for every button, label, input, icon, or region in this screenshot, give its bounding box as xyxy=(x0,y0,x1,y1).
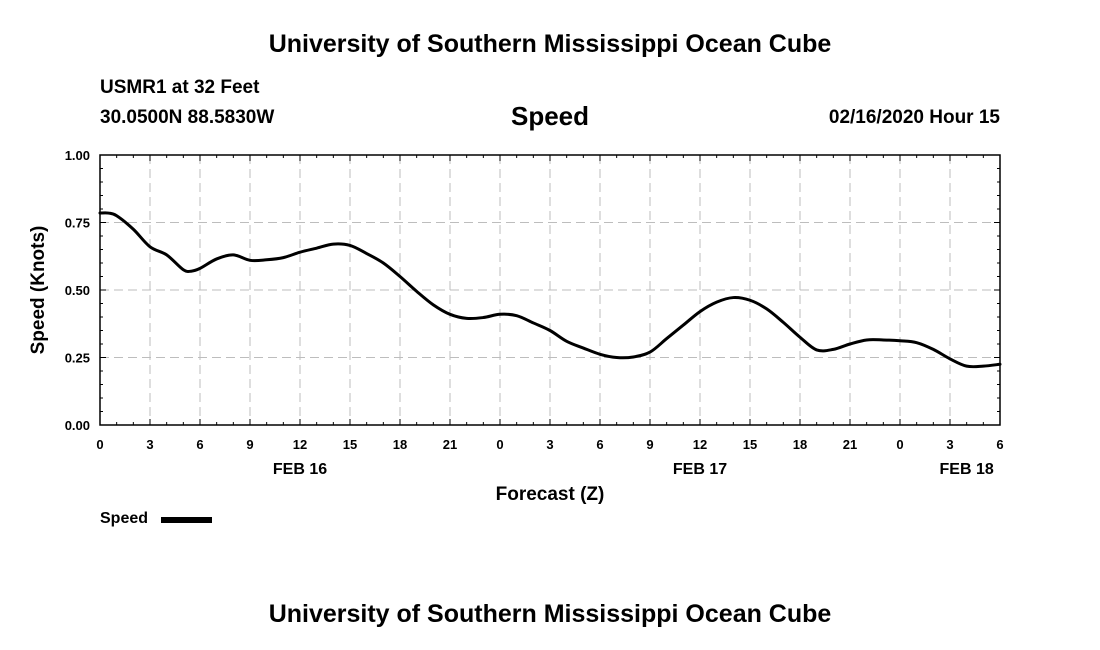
x-tick-label: 3 xyxy=(946,437,953,452)
x-tick-label: 0 xyxy=(896,437,903,452)
parameter-title: Speed xyxy=(510,101,590,131)
x-tick-label: 0 xyxy=(96,437,103,452)
x-tick-label: 21 xyxy=(843,437,857,452)
x-tick-label: 15 xyxy=(343,437,357,452)
tick-labels: 0 3 6 9 12 15 18 21 0 3 6 9 12 15 18 21 0 3 6 0.00 0.25 0.50 0… xyxy=(65,148,1004,478)
x-tick-label: 15 xyxy=(743,437,757,452)
x-tick-label: 18 xyxy=(393,437,407,452)
location-label: 30.0500N 88.5830W xyxy=(100,107,275,128)
legend-swatch xyxy=(161,517,212,523)
x-tick-label: 6 xyxy=(996,437,1003,452)
y-tick-label: 0.00 xyxy=(65,418,90,433)
y-tick-label: 1.00 xyxy=(65,148,90,163)
x-tick-label: 12 xyxy=(693,437,707,452)
y-tick-label: 0.75 xyxy=(65,216,90,231)
chart-header-title: University of Southern Mississippi Ocean… xyxy=(268,30,832,58)
x-tick-label: 9 xyxy=(646,437,653,452)
x-tick-label: 9 xyxy=(246,437,253,452)
axis-ticks xyxy=(99,154,1001,426)
x-tick-label: 18 xyxy=(793,437,807,452)
date-label: FEB 17 xyxy=(673,461,727,478)
date-label: FEB 16 xyxy=(273,461,327,478)
y-tick-label: 0.25 xyxy=(65,351,90,366)
grid xyxy=(100,155,1000,425)
date-label: FEB 18 xyxy=(940,461,994,478)
station-label: USMR1 at 32 Feet xyxy=(100,77,260,98)
x-tick-label: 12 xyxy=(293,437,307,452)
legend-label: Speed xyxy=(100,510,149,527)
x-tick-label: 3 xyxy=(546,437,553,452)
x-tick-label: 6 xyxy=(196,437,203,452)
chart-footer-title: University of Southern Mississippi Ocean… xyxy=(268,600,832,628)
x-tick-label: 21 xyxy=(443,437,457,452)
y-axis-title: Speed (Knots) xyxy=(28,226,49,355)
x-axis-title: Forecast (Z) xyxy=(496,484,605,505)
x-tick-label: 0 xyxy=(496,437,503,452)
x-tick-label: 3 xyxy=(146,437,153,452)
x-tick-label: 6 xyxy=(596,437,603,452)
timestamp-label: 02/16/2020 Hour 15 xyxy=(828,107,1000,128)
speed-series-line xyxy=(98,211,1002,369)
y-tick-label: 0.50 xyxy=(65,283,90,298)
